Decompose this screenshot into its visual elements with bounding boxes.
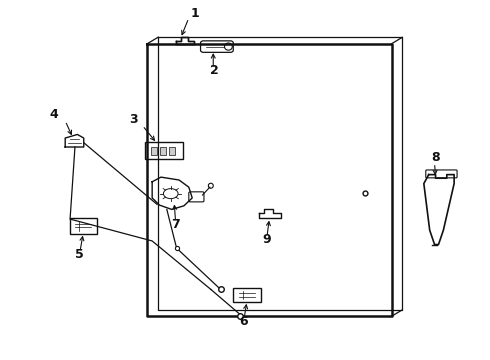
Polygon shape: [424, 175, 454, 244]
FancyBboxPatch shape: [189, 192, 204, 202]
Polygon shape: [152, 177, 192, 210]
Ellipse shape: [224, 43, 232, 50]
Text: 8: 8: [432, 151, 441, 165]
Polygon shape: [175, 37, 194, 44]
FancyBboxPatch shape: [70, 218, 97, 234]
Text: 4: 4: [49, 108, 58, 121]
FancyBboxPatch shape: [233, 288, 261, 302]
FancyBboxPatch shape: [200, 41, 233, 52]
Text: 6: 6: [239, 315, 248, 328]
Text: 1: 1: [190, 7, 199, 20]
Text: 3: 3: [129, 113, 137, 126]
FancyBboxPatch shape: [426, 170, 457, 178]
Bar: [151, 147, 157, 155]
Bar: [160, 147, 166, 155]
Text: 5: 5: [75, 248, 84, 261]
Ellipse shape: [163, 189, 178, 199]
Polygon shape: [65, 134, 84, 147]
Polygon shape: [259, 209, 281, 218]
Text: 7: 7: [171, 219, 179, 231]
Ellipse shape: [208, 183, 213, 188]
Text: 2: 2: [210, 64, 219, 77]
Bar: [169, 147, 174, 155]
FancyBboxPatch shape: [145, 142, 183, 159]
Text: 9: 9: [262, 233, 271, 246]
